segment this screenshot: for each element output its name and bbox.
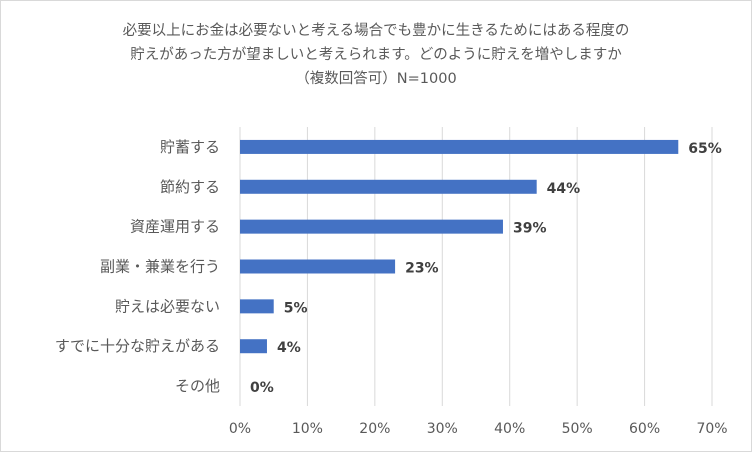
bar-4 [240,259,396,274]
data-label: 39% [513,221,547,237]
category-label: 節約する [160,178,220,196]
x-tick-label: 10% [292,421,323,437]
chart-title-line-2: 貯えがあった方が望ましいと考えられます。どのように貯えを増やしますか [130,47,622,63]
data-labels: 65% 44% 39% 23% 5% 4% 0% [250,141,722,396]
x-tick-label: 20% [359,421,390,437]
x-tick-labels: 0% 10% 20% 30% 40% 50% 60% 70% [229,421,728,437]
data-label: 5% [284,300,308,316]
bar-3 [240,219,503,234]
bar-5 [240,299,274,314]
chart-title-line-3: （複数回答可）N=1000 [295,71,457,87]
category-label: 副業・兼業を行う [100,258,220,276]
data-label: 65% [688,141,722,157]
data-label: 0% [250,380,274,396]
category-label: すでに十分な貯えがある [55,337,220,355]
data-label: 4% [277,340,301,356]
data-label: 44% [547,181,581,197]
chart-title: 必要以上にお金は必要ないと考える場合でも豊かに生きるためにはある程度の 貯えがあ… [1,19,751,91]
bar-2 [240,179,537,194]
category-label: 貯蓄する [160,138,220,156]
category-label: 資産運用する [130,218,220,236]
x-tick-label: 60% [629,421,660,437]
bar-6 [240,339,267,354]
category-labels: 貯蓄する節約する資産運用する副業・兼業を行う貯えは必要ないすでに十分な貯えがある… [55,138,220,395]
category-label: その他 [175,377,220,395]
x-tick-label: 50% [562,421,593,437]
data-label: 23% [405,261,439,277]
category-label: 貯えは必要ない [115,297,220,315]
bar-1 [240,139,679,154]
x-tick-label: 30% [427,421,458,437]
x-tick-label: 0% [229,421,251,437]
chart-title-line-1: 必要以上にお金は必要ないと考える場合でも豊かに生きるためにはある程度の [122,23,630,39]
bars [240,139,679,354]
x-tick-label: 70% [696,421,727,437]
x-tick-label: 40% [494,421,525,437]
